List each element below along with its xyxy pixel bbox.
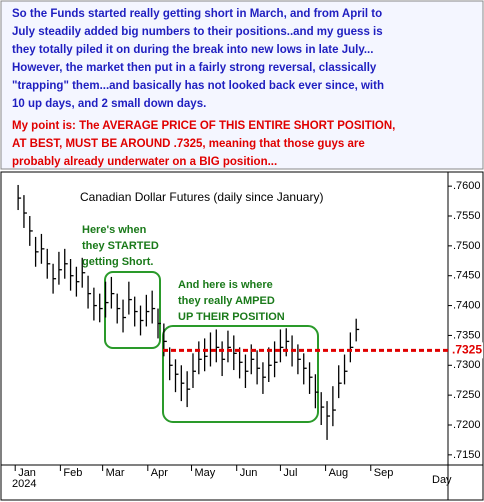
- note-line: they totally piled it on during the brea…: [12, 44, 373, 56]
- x-tick-label: Jul: [283, 467, 297, 479]
- y-tick-label: .7250: [453, 389, 481, 401]
- x-tick-label: Sep: [374, 467, 394, 479]
- reference-label: .7325: [452, 343, 482, 357]
- point-line: AT BEST, MUST BE AROUND .7325, meaning t…: [12, 138, 365, 150]
- reference-label-bg: [450, 342, 483, 359]
- annotation: And here is where: [178, 279, 273, 291]
- y-tick-label: .7550: [453, 210, 481, 222]
- y-tick-label: .7600: [453, 180, 481, 192]
- x-tick-label: Mar: [106, 467, 125, 479]
- y-tick-label: .7500: [453, 240, 481, 252]
- year-label: 2024: [12, 478, 36, 490]
- y-tick-label: .7450: [453, 270, 481, 282]
- note-line: "trapping" them...and basically has not …: [12, 80, 384, 92]
- x-tick-label: May: [195, 467, 216, 479]
- y-tick-label: .7350: [453, 329, 481, 341]
- y-tick-label: .7400: [453, 299, 481, 311]
- x-axis-label: Day: [432, 474, 452, 486]
- annotation: Here's when: [82, 224, 147, 236]
- highlight-box: [162, 325, 319, 423]
- chart-frame: [0, 171, 484, 501]
- annotation: getting Short.: [82, 256, 154, 268]
- x-tick-label: Apr: [151, 467, 168, 479]
- note-line: So the Funds started really getting shor…: [12, 8, 382, 20]
- x-tick-label: Jun: [240, 467, 258, 479]
- x-tick-label: Feb: [63, 467, 82, 479]
- note-line: July steadily added big numbers to their…: [12, 26, 383, 38]
- annotation: they really AMPED: [178, 295, 275, 307]
- note-line: However, the market then put in a fairly…: [12, 62, 377, 74]
- y-tick-label: .7300: [453, 359, 481, 371]
- annotation: UP THEIR POSITION: [178, 311, 285, 323]
- x-tick-label: Aug: [329, 467, 349, 479]
- note-line: 10 up days, and 2 small down days.: [12, 98, 206, 110]
- point-line: probably already underwater on a BIG pos…: [12, 156, 277, 168]
- y-tick-label: .7200: [453, 419, 481, 431]
- chart-title: Canadian Dollar Futures (daily since Jan…: [80, 190, 323, 204]
- point-line: My point is: The AVERAGE PRICE OF THIS E…: [12, 120, 395, 132]
- note-box: [0, 0, 484, 170]
- x-tick-label: Jan: [18, 467, 36, 479]
- annotation: they STARTED: [82, 240, 159, 252]
- y-tick-label: .7150: [453, 449, 481, 461]
